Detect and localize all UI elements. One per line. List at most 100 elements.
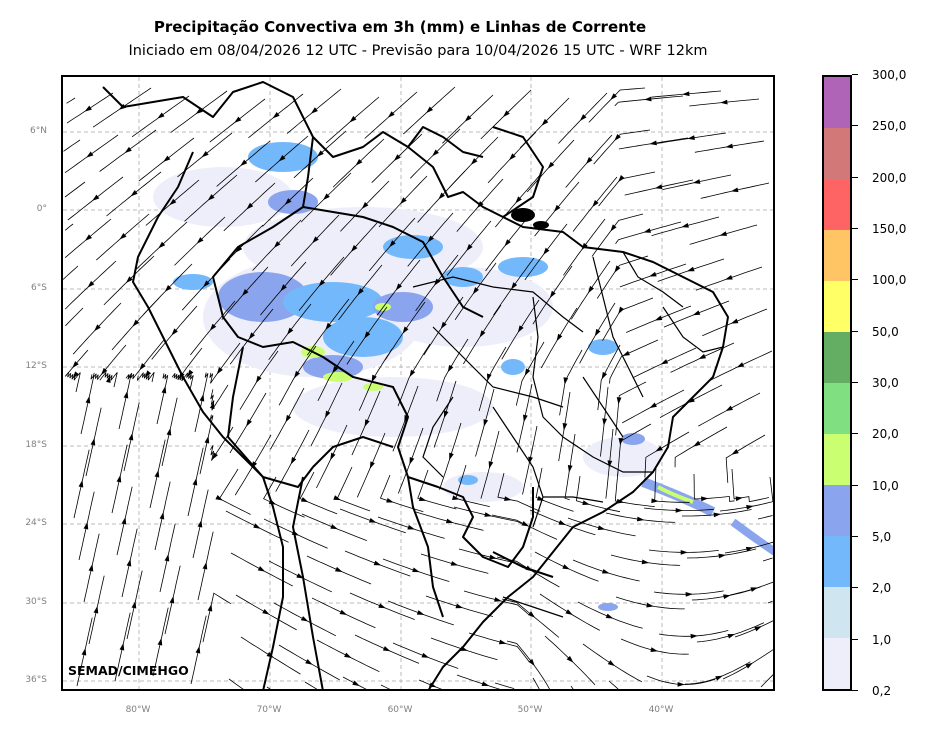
streamline-arrow: [284, 198, 292, 205]
streamline: [769, 476, 773, 502]
forecast-map: [63, 77, 773, 689]
streamline-arrow: [87, 280, 95, 288]
streamline-arrow: [203, 280, 210, 288]
streamline-arrow: [447, 364, 454, 373]
streamline-arrow: [449, 452, 454, 461]
streamline-arrow: [730, 318, 739, 324]
colorbar-tick: [852, 382, 858, 383]
streamline: [693, 473, 735, 502]
streamline-arrow: [262, 609, 270, 615]
streamline-arrow: [199, 393, 205, 402]
streamline: [610, 554, 681, 566]
streamline-arrow: [196, 237, 204, 244]
colorbar-tick-label: 200,0: [872, 170, 907, 185]
streamline-arrow: [159, 511, 165, 520]
colorbar-tick: [852, 587, 858, 589]
streamline: [266, 686, 271, 689]
streamline-arrow: [378, 603, 386, 609]
colorbar-tick: [852, 176, 858, 178]
streamline-arrow: [105, 375, 111, 383]
streamline-arrow: [361, 202, 369, 209]
streamline-arrow: [597, 525, 606, 530]
streamline-arrow: [246, 202, 254, 210]
streamline-arrow: [125, 276, 133, 284]
streamline-arrow: [521, 521, 529, 527]
country-borders: [102, 81, 729, 689]
streamline-arrow: [290, 456, 297, 465]
colorbar-tick: [852, 228, 858, 229]
streamline-arrow: [651, 498, 659, 504]
streamline-arrow: [562, 423, 568, 431]
streamline-arrow: [253, 523, 261, 529]
streamline-arrow: [607, 460, 613, 468]
colorbar-tick-label: 30,0: [872, 376, 899, 390]
precipitation-field: [153, 142, 773, 611]
streamline-arrow: [610, 224, 617, 232]
streamline-arrow: [364, 331, 371, 339]
streamline: [615, 381, 647, 436]
streamline-arrow: [335, 566, 343, 573]
streamline-arrow: [357, 288, 364, 296]
streamline-arrow: [171, 328, 178, 336]
streamline-arrow: [494, 597, 502, 602]
streamline: [380, 684, 391, 689]
colorbar-tick: [852, 74, 858, 75]
streamline-arrows: [72, 91, 762, 688]
streamline: [92, 344, 127, 380]
streamline-arrow: [126, 558, 132, 567]
streamline-arrow: [502, 110, 510, 118]
streamline-arrow: [650, 647, 658, 652]
map-title: Precipitação Convectiva em 3h (mm) e Lin…: [153, 18, 647, 36]
streamline-arrow: [543, 247, 550, 255]
streamline-arrow: [588, 285, 595, 294]
streamline: [760, 674, 773, 688]
streamline-arrow: [128, 432, 134, 441]
streamline: [696, 622, 765, 643]
streamline-arrow: [409, 456, 415, 465]
streamline-arrow: [470, 158, 478, 165]
streamline-arrow: [698, 353, 707, 360]
streamline-arrow: [88, 563, 94, 572]
streamline-arrow: [455, 603, 464, 609]
lon-label-80w: 80°W: [125, 705, 151, 715]
streamline-arrow: [685, 591, 693, 597]
streamline-arrow: [692, 310, 701, 316]
colorbar-tick: [852, 279, 858, 281]
streamline-arrow: [675, 508, 683, 513]
streamline-arrow: [195, 645, 201, 654]
streamline-arrow: [444, 410, 449, 419]
streamline-arrow: [614, 265, 621, 273]
streamline: [591, 213, 644, 257]
streamline-arrow: [687, 135, 695, 140]
streamline: [674, 426, 728, 468]
streamline-arrow: [294, 370, 300, 379]
streamline-arrow: [330, 524, 338, 530]
streamline-arrow: [644, 96, 652, 102]
streamline-arrow: [154, 469, 160, 478]
streamline-arrow: [85, 395, 91, 404]
streamline-arrow: [481, 681, 490, 687]
streamline-arrow: [528, 658, 535, 667]
colorbar-segment: [824, 587, 850, 638]
streamline-arrow: [234, 116, 242, 123]
streamline-arrow: [300, 497, 309, 503]
streamline: [620, 638, 689, 655]
streamline-arrow: [287, 327, 294, 335]
streamline-arrow: [209, 323, 217, 331]
streamline-arrow: [579, 114, 587, 121]
streamline-arrow: [715, 675, 723, 681]
streamline-arrow: [318, 279, 326, 287]
streamline-arrow: [509, 153, 516, 161]
streamline-arrow: [607, 660, 616, 667]
streamline-arrow: [690, 633, 698, 639]
streamline-arrow: [723, 594, 731, 600]
colorbar-tick: [852, 484, 858, 486]
streamline-arrow: [472, 287, 479, 295]
streamline-arrow: [649, 402, 657, 409]
streamline-arrow: [750, 587, 758, 592]
streamline-arrow: [646, 602, 654, 608]
streamline-arrow: [602, 568, 610, 574]
colorbar-tick-label: 10,0: [872, 478, 899, 493]
colorbar-segment: [824, 638, 850, 689]
streamline-arrow: [654, 315, 663, 321]
